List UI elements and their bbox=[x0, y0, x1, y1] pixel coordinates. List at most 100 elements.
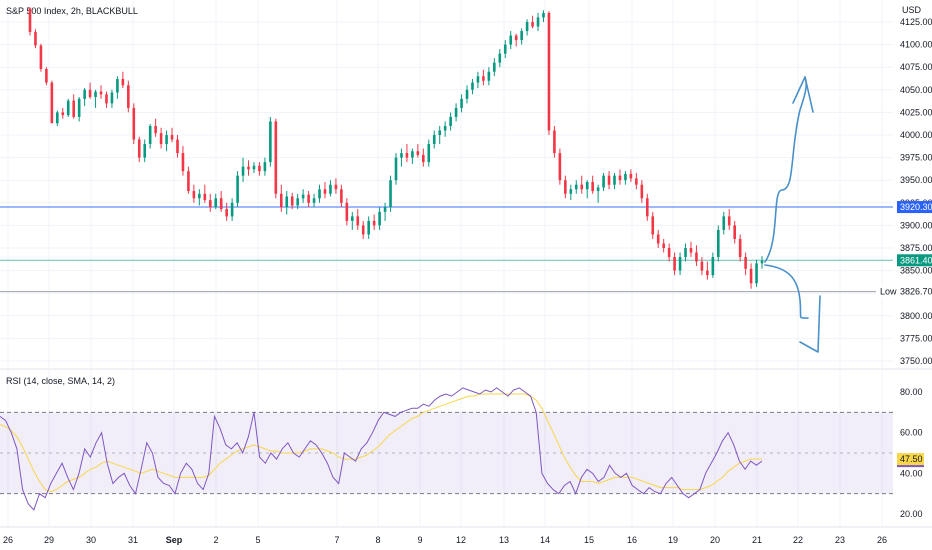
down-arrow-head bbox=[799, 295, 821, 353]
candle-body bbox=[230, 202, 234, 217]
x-tick-label: 12 bbox=[456, 535, 466, 545]
candle-body bbox=[716, 229, 720, 258]
candle-body bbox=[383, 207, 387, 212]
price-tags: 3920.30 3861.40 Low 3826.70 bbox=[876, 201, 932, 298]
candle-body bbox=[520, 31, 523, 41]
candle-body bbox=[154, 125, 157, 134]
price-tick-label: 4050.00 bbox=[900, 85, 932, 95]
candle-body bbox=[585, 182, 589, 190]
x-tick-label: 9 bbox=[417, 535, 422, 545]
candle-body bbox=[263, 162, 267, 172]
candle-body bbox=[684, 248, 687, 258]
currency-label: USD bbox=[902, 5, 922, 15]
candle-body bbox=[203, 193, 207, 201]
candle-body bbox=[307, 194, 310, 203]
forecast-arrows bbox=[764, 76, 821, 353]
price-tick-label: 4075.00 bbox=[900, 62, 932, 72]
candle-body bbox=[613, 175, 616, 185]
candle-body bbox=[667, 248, 671, 258]
candle-body bbox=[547, 12, 551, 131]
rsi-tags: 46.0447.50 bbox=[897, 453, 924, 468]
candle-body bbox=[591, 182, 594, 192]
candle-body bbox=[361, 225, 365, 235]
candle-body bbox=[66, 100, 70, 116]
x-tick-label: 21 bbox=[752, 535, 762, 545]
price-tick-label: 3950.00 bbox=[900, 175, 932, 185]
rsi-value-tag-label: 47.50 bbox=[900, 454, 923, 464]
candle-body bbox=[34, 31, 37, 46]
candle-body bbox=[121, 78, 125, 86]
candle-body bbox=[350, 216, 354, 221]
price-tick-label: 4100.00 bbox=[900, 40, 932, 50]
candle-body bbox=[700, 261, 704, 271]
x-tick-label: 16 bbox=[627, 535, 637, 545]
horizontal-lines[interactable] bbox=[0, 206, 893, 293]
price-tag-label: 3826.70 bbox=[900, 287, 932, 297]
candle-body bbox=[296, 198, 299, 206]
candle-body bbox=[198, 193, 201, 199]
price-tag-bg bbox=[897, 285, 932, 298]
candle-body bbox=[110, 92, 114, 104]
candle-body bbox=[148, 125, 152, 145]
x-tick-label: 23 bbox=[835, 535, 845, 545]
candle-body bbox=[558, 153, 562, 181]
candle-body bbox=[269, 121, 272, 163]
price-tick-label: 4000.00 bbox=[900, 130, 932, 140]
x-tick-label: 20 bbox=[710, 535, 720, 545]
candle-body bbox=[662, 243, 665, 248]
candle-body bbox=[159, 133, 163, 145]
candle-body bbox=[471, 82, 474, 90]
candle-body bbox=[487, 71, 491, 81]
x-tick-label: 22 bbox=[793, 535, 803, 545]
x-tick-label: Sep bbox=[166, 535, 183, 545]
candle-body bbox=[411, 151, 414, 158]
candle-body bbox=[187, 171, 190, 192]
x-tick-label: 5 bbox=[255, 535, 260, 545]
candle-body bbox=[465, 89, 469, 99]
price-tick-label: 3875.00 bbox=[900, 243, 932, 253]
candle-body bbox=[580, 184, 584, 190]
candle-body bbox=[602, 175, 605, 188]
price-axis[interactable]: 3750.003775.003800.003825.003850.003875.… bbox=[900, 17, 932, 366]
candle-body bbox=[137, 139, 141, 158]
candle-body bbox=[61, 112, 65, 116]
x-tick-label: 29 bbox=[44, 535, 54, 545]
rsi-tick-label: 80.00 bbox=[900, 387, 923, 397]
candle-body bbox=[290, 196, 294, 206]
price-tag-bg bbox=[897, 201, 932, 214]
candle-body bbox=[258, 165, 261, 172]
x-tick-label: 14 bbox=[540, 535, 550, 545]
rsi-axis[interactable]: 20.00 40.00 60.00 80.00 bbox=[900, 387, 923, 519]
rsi-tick-label: 60.00 bbox=[900, 428, 923, 438]
candle-body bbox=[88, 89, 92, 98]
rsi-series-line bbox=[0, 387, 763, 511]
candle-body bbox=[77, 98, 81, 117]
candle-body bbox=[531, 22, 534, 27]
price-tick-label: 3800.00 bbox=[900, 311, 932, 321]
candle-body bbox=[192, 191, 196, 199]
candle-body bbox=[274, 121, 278, 194]
candle-body bbox=[165, 135, 168, 145]
up-arrow-line bbox=[764, 76, 807, 263]
candle-body bbox=[449, 116, 452, 126]
x-tick-label: 26 bbox=[3, 535, 13, 545]
candle-body bbox=[635, 178, 638, 185]
candle-body bbox=[28, 8, 32, 32]
candle-body bbox=[389, 180, 392, 208]
time-axis[interactable]: 26 29 30 31 Sep 2 5 7 8 9 12 13 14 15 16 19 20 21 22 23 26 bbox=[3, 535, 887, 545]
candle-body bbox=[514, 35, 518, 41]
candle-body bbox=[493, 62, 496, 72]
candle-body bbox=[323, 189, 327, 194]
x-tick-label: 15 bbox=[584, 535, 594, 545]
price-tag-label: 3861.40 bbox=[900, 255, 932, 265]
candle-body bbox=[116, 78, 119, 93]
candle-body bbox=[443, 125, 447, 131]
x-tick-label: 26 bbox=[877, 535, 887, 545]
x-tick-label: 31 bbox=[128, 535, 138, 545]
candle-body bbox=[94, 91, 97, 98]
candle-body bbox=[127, 85, 130, 108]
x-tick-label: 19 bbox=[668, 535, 678, 545]
candle-body bbox=[247, 166, 250, 170]
price-tick-label: 3750.00 bbox=[900, 356, 932, 366]
